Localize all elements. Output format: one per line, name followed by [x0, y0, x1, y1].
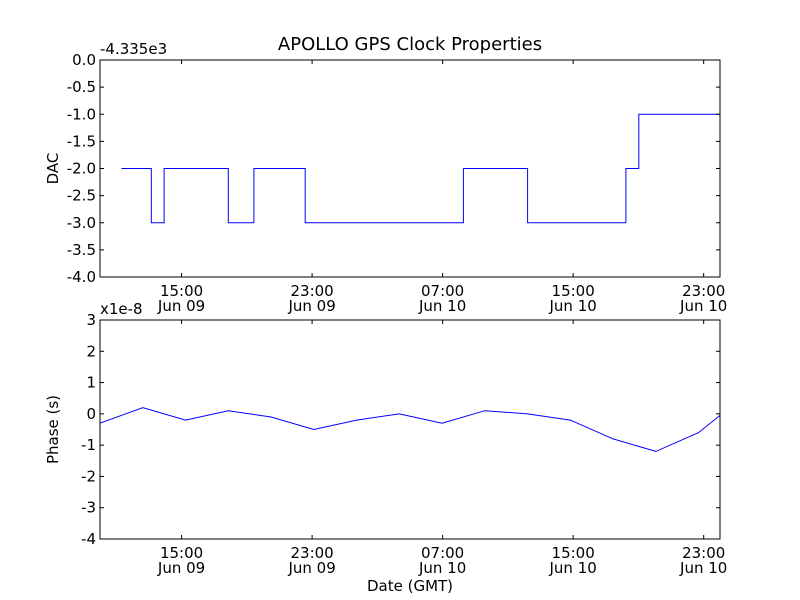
dac-ytick-label: 0.0: [72, 51, 96, 69]
phase-xtick-date: Jun 09: [157, 559, 205, 577]
phase-xtick-date: Jun 10: [418, 559, 466, 577]
phase-ytick-label: 0: [86, 405, 96, 423]
phase-ytick-label: -4: [81, 530, 96, 548]
dac-ytick-label: -2.0: [67, 160, 96, 178]
phase-xtick-label: 15:00: [160, 544, 203, 562]
phase-xtick-label: 15:00: [552, 544, 595, 562]
phase-xtick-date: Jun 10: [679, 559, 727, 577]
dac-ytick-label: -3.0: [67, 214, 96, 232]
dac-xtick-label: 23:00: [290, 282, 333, 300]
dac-xtick-label: 07:00: [421, 282, 464, 300]
phase-ylabel: Phase (s): [44, 395, 62, 464]
dac-xtick-date: Jun 10: [549, 297, 597, 315]
dac-ytick-label: -1.0: [67, 105, 96, 123]
dac-offset-label: -4.335e3: [100, 40, 167, 58]
dac-ytick-label: -0.5: [67, 78, 96, 96]
phase-xtick-date: Jun 09: [287, 559, 335, 577]
dac-xtick-date: Jun 10: [418, 297, 466, 315]
dac-series-line: [121, 113, 720, 224]
x-axis-label: Date (GMT): [367, 577, 453, 595]
phase-xtick-date: Jun 10: [549, 559, 597, 577]
dac-xtick-date: Jun 09: [157, 297, 205, 315]
dac-ytick-label: -2.5: [67, 187, 96, 205]
chart-title: APOLLO GPS Clock Properties: [278, 34, 542, 55]
dac-xtick-date: Jun 09: [287, 297, 335, 315]
phase-ytick-label: 2: [86, 342, 96, 360]
phase-ytick-label: 3: [86, 311, 96, 329]
dac-ytick-label: -4.0: [67, 268, 96, 286]
phase-ytick-label: -1: [81, 436, 96, 454]
phase-series-line: [100, 407, 720, 452]
dac-xtick-label: 23:00: [682, 282, 725, 300]
phase-axes-frame: [99, 319, 721, 540]
dac-ylabel: DAC: [44, 153, 62, 185]
phase-xtick-label: 23:00: [290, 544, 333, 562]
phase-ytick-label: 1: [86, 374, 96, 392]
dac-panel: 0.0 -0.5 -1.0 -1.5 -2.0 -2.5 -3.0 -3.5 -4.0 15:00…: [44, 40, 727, 315]
dac-ytick-label: -1.5: [67, 132, 96, 150]
dac-xtick-label: 15:00: [552, 282, 595, 300]
dac-ytick-label: -3.5: [67, 241, 96, 259]
phase-offset-label: x1e-8: [100, 300, 143, 318]
phase-ytick-label: -3: [81, 499, 96, 517]
dac-xtick-label: 15:00: [160, 282, 203, 300]
phase-xtick-label: 23:00: [682, 544, 725, 562]
dac-xtick-date: Jun 10: [679, 297, 727, 315]
phase-xtick-label: 07:00: [421, 544, 464, 562]
phase-ytick-label: -2: [81, 467, 96, 485]
